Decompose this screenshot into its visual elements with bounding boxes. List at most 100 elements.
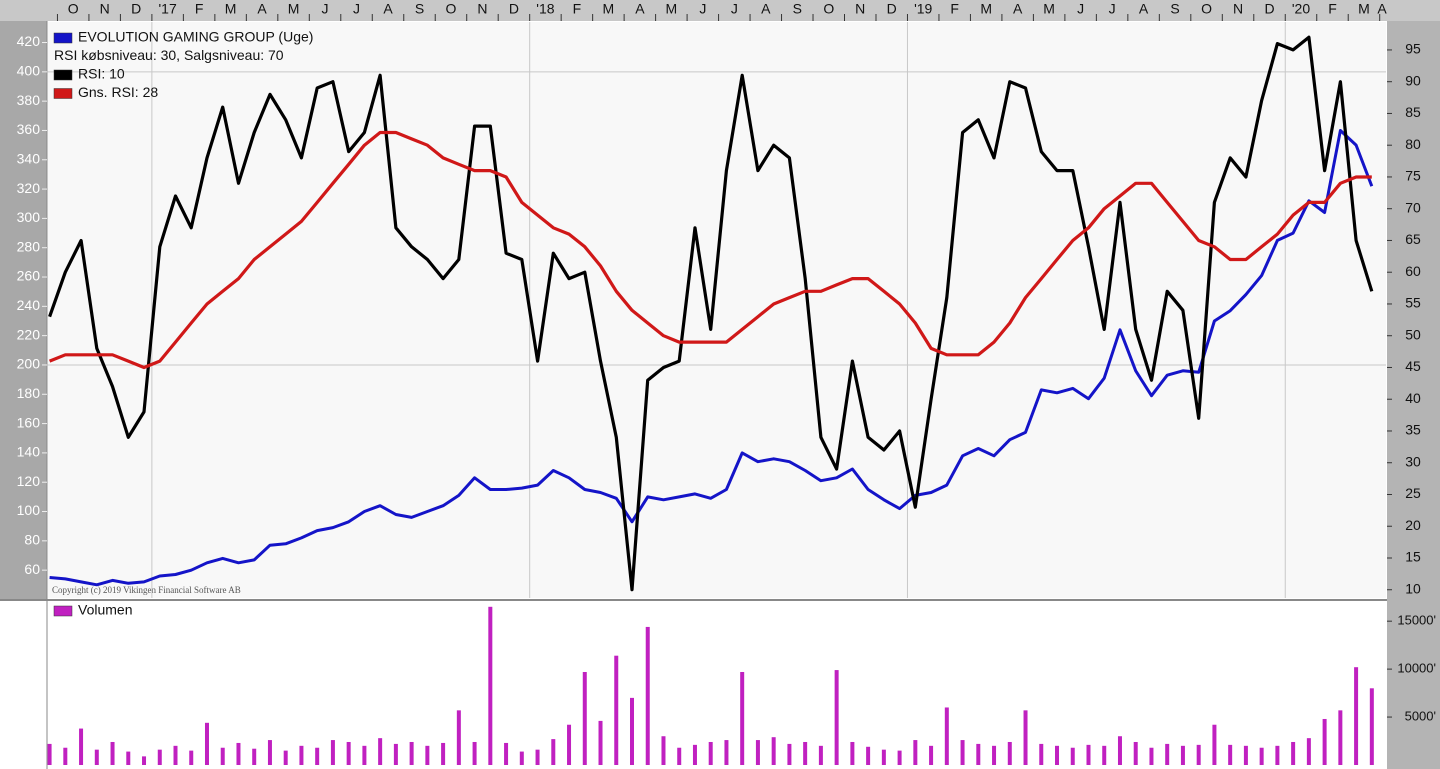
y2-tick-label: 75 <box>1405 168 1421 184</box>
volume-bar <box>818 745 823 765</box>
y2-tick-label: 65 <box>1405 231 1421 247</box>
volume-bar <box>645 626 650 765</box>
y-tick-label: 240 <box>17 297 41 313</box>
y-tick-label: 220 <box>17 326 41 342</box>
volume-bar <box>740 671 745 765</box>
y-tick-label: 180 <box>17 385 41 401</box>
volume-bar <box>47 743 52 765</box>
volume-bar <box>834 670 839 765</box>
volume-bar <box>1212 724 1217 765</box>
y-tick-label: 200 <box>17 356 41 372</box>
volume-bar <box>850 741 855 765</box>
y-tick-label: 10000' <box>1397 661 1436 676</box>
volume-bar <box>1102 745 1107 765</box>
x-tick-label: A <box>761 1 771 17</box>
y2-tick-label: 95 <box>1405 41 1421 57</box>
volume-bar <box>1322 718 1327 765</box>
volume-bar <box>1369 688 1374 765</box>
series-line <box>49 129 1374 587</box>
volume-bar <box>1039 743 1044 765</box>
volume-bar <box>425 745 430 765</box>
x-tick-label: M <box>666 1 678 17</box>
volume-bar <box>456 710 461 765</box>
volume-bar <box>189 750 194 765</box>
y2-tick-label: 15 <box>1405 549 1421 565</box>
x-tick-label: S <box>1170 1 1179 17</box>
x-tick-label: F <box>195 1 204 17</box>
left-axis-band <box>0 21 47 600</box>
volume-bar <box>692 744 697 765</box>
volume-bar <box>126 751 131 765</box>
y2-tick-label: 45 <box>1405 358 1421 374</box>
volume-bar <box>142 756 147 765</box>
x-tick-label: O <box>1201 1 1212 17</box>
volume-bar <box>1275 745 1280 765</box>
volume-bar <box>881 749 886 765</box>
y-tick-label: 380 <box>17 92 41 108</box>
volume-bar <box>803 741 808 765</box>
x-tick-label: J <box>699 1 706 17</box>
volume-bar <box>1149 747 1154 765</box>
x-tick-label: '19 <box>914 1 932 17</box>
volume-bar <box>929 745 934 765</box>
legend-swatch <box>53 88 73 99</box>
x-tick-label: M <box>1358 1 1370 17</box>
x-tick-label: F <box>573 1 582 17</box>
x-tick-label: N <box>477 1 487 17</box>
volume-bar <box>110 741 115 765</box>
volume-bar <box>315 747 320 765</box>
y-tick-label: 160 <box>17 414 41 430</box>
volume-bar <box>614 655 619 765</box>
y-tick-label: 420 <box>17 33 41 49</box>
y2-tick-label: 60 <box>1405 263 1421 279</box>
volume-bar <box>1180 745 1185 765</box>
volume-bar <box>204 722 209 765</box>
price-panel <box>48 22 1386 598</box>
y2-tick-label: 20 <box>1405 517 1421 533</box>
volume-bar <box>362 745 367 765</box>
legend-label: Volumen <box>78 602 132 618</box>
volume-bar <box>488 606 493 765</box>
volume-bar <box>252 748 257 765</box>
y2-tick-label: 70 <box>1405 199 1421 215</box>
y2-tick-label: 55 <box>1405 295 1421 311</box>
y2-tick-label: 30 <box>1405 453 1421 469</box>
x-tick-label: J <box>1077 1 1084 17</box>
x-tick-label: A <box>1139 1 1149 17</box>
volume-bar <box>63 747 68 765</box>
y2-tick-label: 25 <box>1405 485 1421 501</box>
volume-bar <box>504 742 509 765</box>
volume-bar <box>598 720 603 765</box>
volume-bar <box>992 745 997 765</box>
y2-tick-label: 85 <box>1405 104 1421 120</box>
x-tick-label: O <box>823 1 834 17</box>
legend-label: RSI: 10 <box>78 66 125 82</box>
y-tick-label: 360 <box>17 121 41 137</box>
volume-bar <box>1243 745 1248 765</box>
volume-bar <box>897 750 902 765</box>
x-tick-label: M <box>980 1 992 17</box>
volume-bar <box>708 741 713 765</box>
volume-bar <box>1133 741 1138 765</box>
volume-bar <box>551 739 556 765</box>
volume-bar <box>1354 667 1359 765</box>
volume-bar <box>787 743 792 765</box>
volume-bar <box>79 728 84 765</box>
y-tick-label: 15000' <box>1397 613 1436 628</box>
y-tick-label: 280 <box>17 238 41 254</box>
volume-bar <box>346 741 351 765</box>
volume-bar <box>378 738 383 765</box>
x-tick-label: F <box>950 1 959 17</box>
volume-bar <box>1291 741 1296 765</box>
volume-bar <box>1117 736 1122 765</box>
volume-bar <box>1338 710 1343 765</box>
x-tick-label: J <box>353 1 360 17</box>
y-tick-label: 400 <box>17 63 41 79</box>
y2-tick-label: 35 <box>1405 422 1421 438</box>
y-tick-label: 260 <box>17 268 41 284</box>
y2-tick-label: 10 <box>1405 580 1421 596</box>
y-tick-label: 320 <box>17 180 41 196</box>
volume-bar <box>567 724 572 765</box>
x-tick-label: D <box>1264 1 1274 17</box>
x-tick-label: O <box>446 1 457 17</box>
